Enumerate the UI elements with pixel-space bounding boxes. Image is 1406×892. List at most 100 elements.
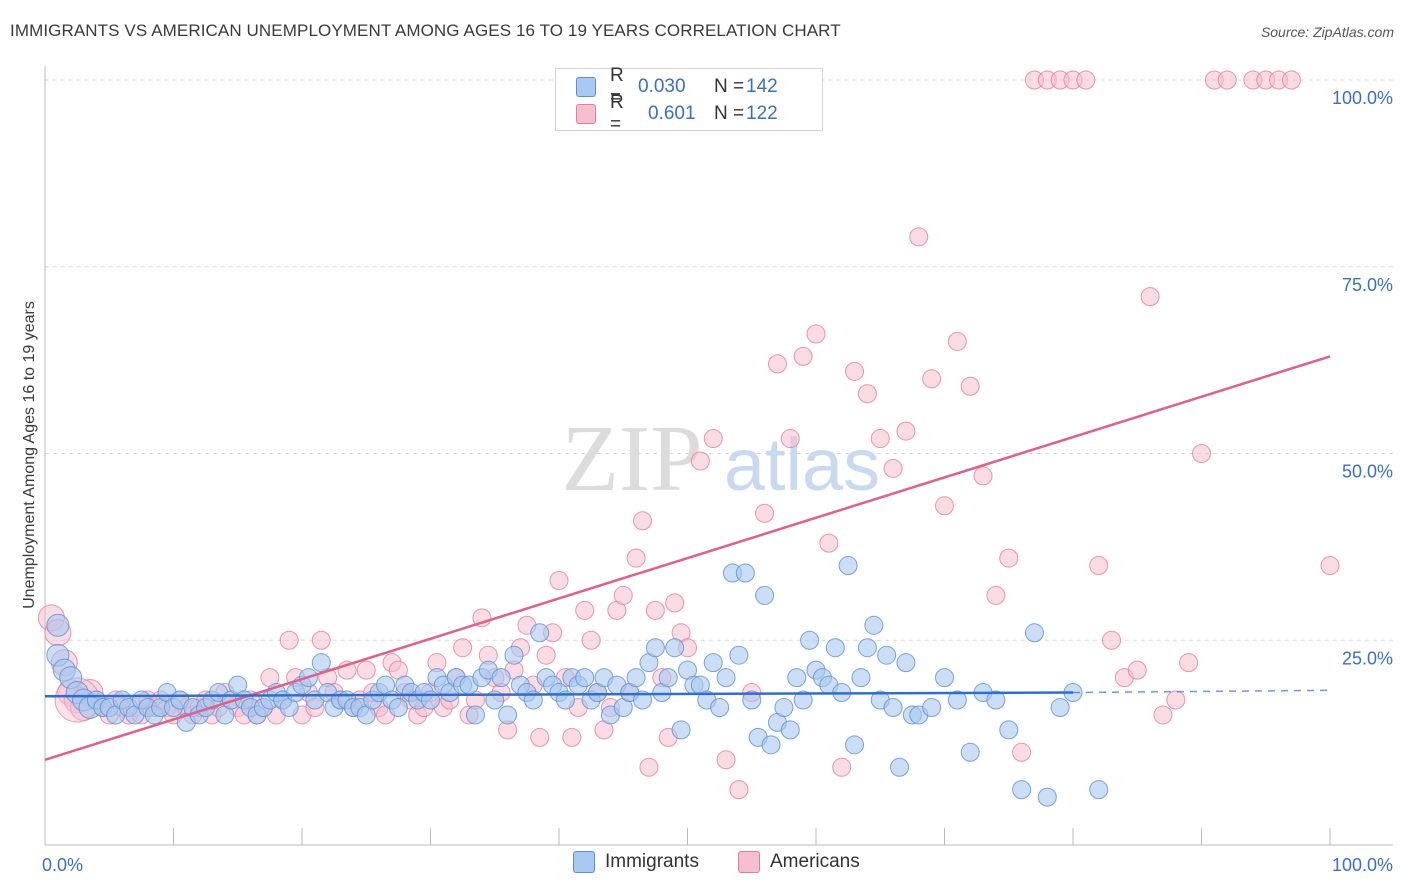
legend-r-value: 0.030 [638,76,686,97]
immigrants-point [851,668,871,688]
y-tick-label: 75.0% [1342,275,1393,295]
bottom-legend-label: Americans [770,851,860,872]
legend-n-label: N = [714,76,745,97]
y-axis-title: Unemployment Among Ages 16 to 19 years [21,301,38,609]
americans-point [530,727,550,747]
immigrants-point [491,668,511,688]
americans-point [581,630,601,650]
legend-n-label: N = [714,103,745,124]
americans-point [909,227,929,247]
americans-point [703,429,723,449]
y-tick-label: 100.0% [1332,88,1393,108]
immigrants-point [465,705,485,725]
americans-point [639,757,659,777]
americans-point [922,369,942,389]
bottom-legend-americans[interactable]: Americans [738,851,860,873]
immigrants-point [388,697,408,717]
immigrants-point [729,645,749,665]
americans-point [356,660,376,680]
immigrants-point [710,697,730,717]
americans-point [729,780,749,800]
immigrants-point [787,668,807,688]
legend-r-value: 0.601 [648,103,696,124]
legend-r-label: R = [610,65,624,108]
y-tick-labels: 25.0% 50.0% 75.0% 100.0% [1332,88,1393,668]
watermark: ZIP atlas [562,407,881,511]
americans-point [1089,556,1109,576]
immigrants-point [46,613,70,637]
immigrants-point [922,697,942,717]
americans-point [819,533,839,553]
immigrants-point [658,668,678,688]
americans-point [947,331,967,351]
americans-point [935,496,954,516]
watermark-zip: ZIP [562,407,703,511]
immigrants-point [999,720,1019,740]
immigrants-point [864,615,884,635]
immigrants-point [793,690,813,710]
americans-point [780,429,800,449]
americans-point [665,593,685,613]
americans-point [633,511,653,531]
immigrants-trend-line [44,691,1074,698]
americans-point [793,346,813,366]
immigrants-point [986,690,1006,710]
immigrants-point [800,630,820,650]
americans-point [1012,742,1032,762]
immigrants-point [1037,787,1057,807]
immigrants-point [890,757,910,777]
americans-point [1076,70,1096,90]
immigrants-point [626,668,646,688]
bottom-legend-swatch-immigrants [573,851,595,873]
immigrants-point [896,653,916,673]
legend-r-label: R = [610,92,624,135]
legend-n-value: 142 [746,76,778,97]
immigrants-point [735,563,755,583]
legend-row-immigrants: R = 0.030 N = 142 [576,65,778,108]
x-tick-label: 100.0% [1332,855,1393,875]
immigrants-point [755,585,775,605]
americans-point [1192,444,1211,463]
immigrants-point [877,645,897,665]
immigrants-point [645,638,665,658]
americans-point [613,585,633,605]
immigrants-point [838,556,858,576]
immigrants-point [504,645,524,665]
immigrants-point [1050,697,1070,717]
americans-point [767,354,787,374]
americans-point [999,548,1019,568]
legend-row-americans: R = 0.601 N = 122 [576,92,778,135]
bottom-legend-label: Immigrants [605,851,699,872]
americans-point [1140,287,1160,307]
immigrants-point [1089,780,1109,800]
immigrants-point [947,690,967,710]
immigrants-point [960,742,980,762]
trend-lines [44,355,1331,761]
americans-point [806,324,826,344]
immigrants-point [742,690,762,710]
chart-title: IMMIGRANTS VS AMERICAN UNEMPLOYMENT AMON… [10,21,841,40]
americans-point [986,585,1006,605]
americans-point [1153,705,1173,725]
immigrants-point [1024,623,1044,643]
bottom-legend-swatch-americans [738,851,760,873]
bottom-legend-immigrants[interactable]: Immigrants [573,851,699,873]
americans-point [453,638,473,658]
americans-point [883,458,903,478]
immigrants-point [575,668,595,688]
americans-point [1217,70,1237,90]
immigrants-point [774,697,794,717]
immigrants-trend-extension [1072,689,1331,694]
legend-swatch-immigrants [576,77,596,97]
americans-point [549,570,569,590]
americans-point [755,503,775,523]
americans-point [311,630,331,650]
immigrants-point [761,735,781,755]
americans-point [1320,556,1340,576]
legend-box: R = 0.030 N = 142 R = 0.601 N = 122 [555,65,823,135]
x-tick-label: 0.0% [42,855,83,875]
immigrants-point [780,720,800,740]
chart-source: Source: ZipAtlas.com [1260,24,1394,40]
immigrants-point [1012,780,1032,800]
